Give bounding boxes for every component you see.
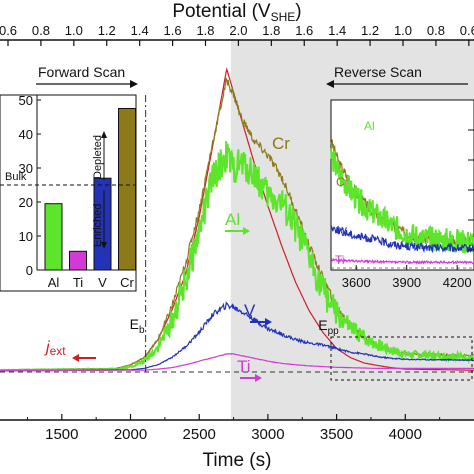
- top-tick-label: 1.0: [394, 23, 412, 38]
- enriched-label: Enriched: [92, 204, 104, 247]
- top-axis-title: Potential (VSHE): [172, 1, 301, 24]
- v-arrow-head: [265, 318, 272, 326]
- series-layer: [0, 67, 474, 372]
- top-tick-label: 1.0: [65, 23, 83, 38]
- forward-scan-label: Forward Scan: [38, 64, 125, 80]
- zoom-ticks: 3600 3900 4200: [342, 129, 474, 290]
- top-tick-label: 1.8: [262, 23, 280, 38]
- bar-al: [44, 203, 63, 271]
- bulk-label: Bulk: [5, 171, 27, 183]
- al-arrow-head: [243, 227, 250, 235]
- x-tick-label: 2500: [183, 426, 216, 443]
- top-tick-label: 1.6: [164, 23, 182, 38]
- zoom-inset: 3600 3900 4200 Al Cr V Ti: [330, 99, 474, 290]
- bar-y-tick-label: 0: [26, 263, 33, 278]
- bar-ti: [69, 250, 87, 271]
- series-label-cr: Cr: [272, 134, 290, 153]
- series-label-v: V: [244, 301, 256, 320]
- reverse-arrow-head: [326, 80, 334, 88]
- x-tick-label: 3000: [251, 426, 284, 443]
- x-tick-label: 4000: [389, 426, 422, 443]
- top-tick-label: 1.8: [196, 23, 214, 38]
- top-tick-label: 0.6: [460, 23, 474, 38]
- top-tick-label: 1.2: [361, 23, 379, 38]
- x-tick-label: 3500: [320, 426, 353, 443]
- bar-category-label: V: [98, 275, 107, 290]
- zoom-region-box: [330, 336, 473, 381]
- top-tick-label: 1.2: [98, 23, 116, 38]
- bar-y-tick-label: 30: [19, 161, 33, 176]
- bar-y-tick-label: 10: [19, 229, 33, 244]
- top-tick-label: 0.8: [427, 23, 445, 38]
- epp-marker-label: Epp: [318, 317, 339, 337]
- x-tick-label: 1500: [45, 426, 78, 443]
- x-tick-label: 2000: [114, 426, 147, 443]
- bar-category-label: Al: [48, 275, 60, 290]
- bar-v: [93, 177, 112, 271]
- depleted-label: Depleted: [92, 135, 104, 179]
- reverse-scan-label: Reverse Scan: [334, 64, 422, 80]
- series-label-al: Al: [225, 210, 240, 229]
- bar-y-tick-label: 20: [19, 195, 33, 210]
- ti-arrow-head: [255, 374, 262, 382]
- bar-inset-frame: [0, 94, 137, 292]
- bar-category-label: Cr: [120, 275, 134, 290]
- main-axes: [0, 39, 474, 421]
- bar-y-tick-label: 50: [19, 93, 33, 108]
- top-tick-label: 0.6: [0, 23, 17, 38]
- top-ticks: 0.6 0.8 1.0 1.2 1.4 1.6 1.8 2.0 1.8 1.6 1.4 1.2 1.0 0…: [0, 23, 474, 46]
- x-axis-title: Time (s): [203, 450, 272, 471]
- inset-label-v: V: [339, 225, 347, 239]
- series-label-jext: jext: [44, 339, 66, 358]
- series-label-ti: Ti: [237, 357, 251, 376]
- top-tick-label: 2.0: [229, 23, 247, 38]
- forward-arrow-head: [130, 80, 138, 88]
- top-tick-label: 0.8: [32, 23, 50, 38]
- bar-category-label: Ti: [73, 275, 83, 290]
- series-line-ti: [0, 352, 474, 372]
- zoom-x-tick-label: 4200: [443, 275, 472, 290]
- eb-marker-label: Eb: [130, 316, 145, 336]
- zoom-series-al: [330, 148, 474, 254]
- zoom-x-tick-label: 3600: [342, 275, 371, 290]
- bar-y-tick-label: 40: [19, 127, 33, 142]
- inset-label-cr: Cr: [336, 175, 349, 189]
- depleted-arrow-head: [101, 131, 107, 138]
- bar-inset: 0 10 20 30 40 50 Al Ti V Cr Bulk Depleted Enriched: [0, 93, 137, 292]
- enriched-arrow-head: [101, 242, 107, 249]
- top-tick-label: 1.4: [131, 23, 149, 38]
- top-tick-label: 1.4: [328, 23, 346, 38]
- zoom-series-v: [330, 224, 474, 254]
- bar-cr: [118, 108, 136, 271]
- inset-label-al: Al: [364, 119, 375, 133]
- zoom-x-tick-label: 3900: [392, 275, 421, 290]
- zoom-curves: [330, 139, 474, 269]
- inset-label-ti: Ti: [335, 253, 345, 267]
- jext-arrow-head: [72, 354, 79, 362]
- zoom-series-ti: [330, 257, 474, 265]
- bottom-ticks: 1500 2000 2500 3000 3500 4000: [26, 414, 441, 443]
- top-tick-label: 1.6: [295, 23, 313, 38]
